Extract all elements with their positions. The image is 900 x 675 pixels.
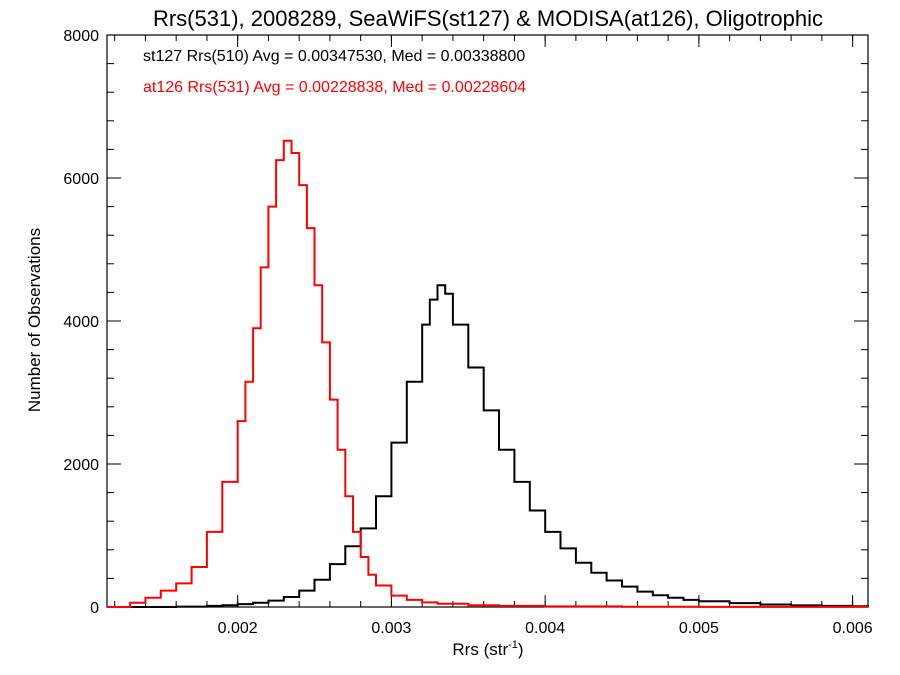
x-axis-label-superscript: -1 xyxy=(508,639,518,651)
plot-frame xyxy=(106,34,869,608)
x-tick-label: 0.003 xyxy=(371,620,411,637)
series-line-2 xyxy=(107,139,868,608)
x-tick-label: 0.005 xyxy=(679,620,719,637)
y-tick-label: 0 xyxy=(90,600,99,617)
plot-area: 0.002 0.003 0.004 0.005 0.006 0 2000 4000 6000 80… xyxy=(63,28,872,637)
series-line-1 xyxy=(107,284,869,608)
chart-title: Rrs(531), 2008289, SeaWiFS(st127) & MODI… xyxy=(153,6,823,31)
x-axis-label: Rrs (str-1) xyxy=(452,639,523,659)
y-tick-label: 4000 xyxy=(63,314,99,331)
legend-entry-2: at126 Rrs(531) Avg = 0.00228838, Med = 0… xyxy=(143,79,526,96)
x-axis-label-close: ) xyxy=(518,640,524,659)
x-axis-label-main: Rrs (str xyxy=(452,640,508,659)
x-tick-label: 0.006 xyxy=(833,620,873,637)
legend-entry-1: st127 Rrs(510) Avg = 0.00347530, Med = 0… xyxy=(143,48,525,65)
y-tick-label: 6000 xyxy=(63,171,99,188)
y-tick-label: 2000 xyxy=(63,457,99,474)
x-tick-label: 0.004 xyxy=(525,620,565,637)
y-axis-label: Number of Observations xyxy=(25,228,44,412)
x-tick-label: 0.002 xyxy=(218,620,258,637)
y-tick-label: 8000 xyxy=(63,28,99,45)
